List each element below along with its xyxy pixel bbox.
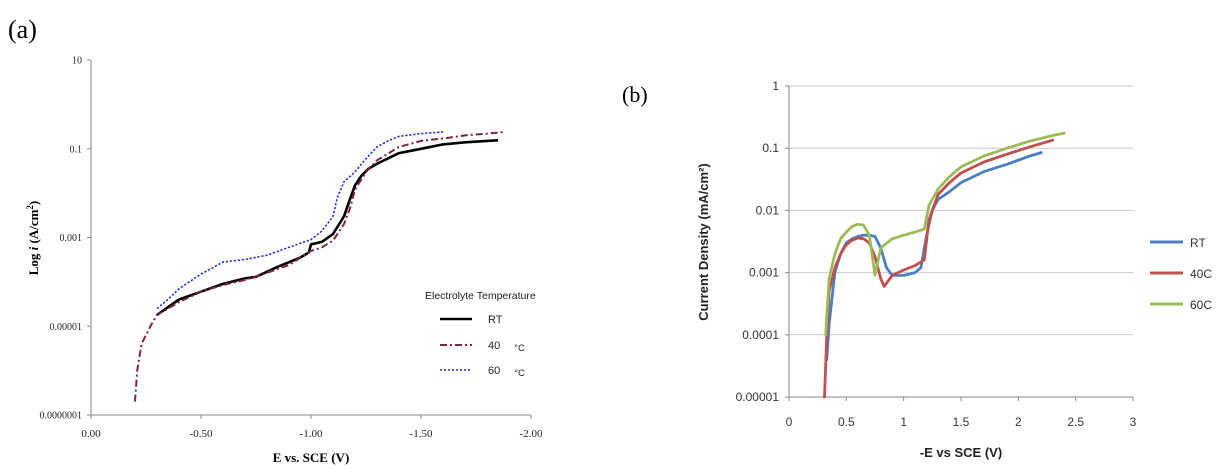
panel-a-label: (a) [8,15,37,44]
chart-b-ticks: 0.00001 0.0001 0.001 0.01 0.1 1 0 0.5 1 1.5 2 2.5 3 [736,79,1137,429]
chart-a-x-tick-label: -1.00 [300,428,323,440]
chart-b-x-tick-label: 3 [1130,415,1137,429]
chart-a-series-line-1 [134,130,505,402]
chart-a-legend: Electrolyte Temperature RT 40 °C 60 °C [425,290,536,379]
chart-b-y-tick-label: 0.001 [749,266,779,280]
chart-b-series-line-2 [824,131,1066,337]
chart-a-y-title-close: ) [26,201,41,205]
chart-b-series-line-1 [823,138,1055,399]
chart-a-y-tick-label: 0.0000001 [40,411,83,422]
chart-a-x-tick-label: -1.50 [410,428,433,440]
chart-a-y-tick-label: 0.001 [60,233,83,244]
chart-b-legend-label-2: 60C [1190,298,1212,312]
chart-a-series-group [134,130,505,402]
chart-a-y-title-sup: 2 [25,205,35,210]
chart-b-x-title: -E vs SCE (V) [920,445,1002,460]
chart-a-x-title: E vs. SCE (V) [273,450,350,465]
chart-a-x-tick-label: -2.00 [520,428,543,440]
chart-a: 0.0000001 0.00001 0.001 0.1 10 0.00 -0.50 -1.00… [25,56,543,466]
chart-b-x-tick-label: 2 [1015,415,1022,429]
legend-label-60c: 60 °C [488,365,525,379]
chart-a-y-tick-label: 0.1 [70,144,83,155]
chart-b-grid [789,85,1133,336]
chart-a-series-line-0 [156,139,499,316]
legend-label-40c-value: 40 [488,340,500,352]
chart-b-series-line-0 [825,151,1043,362]
chart-a-y-title-unit: (A/cm [26,209,41,246]
chart-a-y-tick-label: 0.00001 [50,322,83,333]
chart-b-y-tick-label: 0.0001 [742,328,779,342]
chart-b-x-tick-label: 1 [900,415,907,429]
chart-b-y-tick-label: 0.1 [762,141,779,155]
chart-a-legend-title: Electrolyte Temperature [425,290,536,302]
chart-b-y-title: Current Density (mA/cm²) [696,163,711,320]
chart-b-x-tick-label: 0 [786,415,793,429]
chart-b-y-tick-label: 0.00001 [736,390,780,404]
chart-b-legend-label-1: 40C [1190,267,1212,281]
chart-b-legend: RT 40C 60C [1150,236,1212,312]
legend-label-60c-unit: °C [514,368,525,379]
legend-label-40c-unit: °C [514,343,525,354]
chart-b-x-tick-label: 0.5 [838,415,855,429]
chart-b-x-tick-label: 2.5 [1067,415,1084,429]
chart-a-x-tick-label: -0.50 [190,428,213,440]
chart-b-legend-label-0: RT [1190,236,1206,250]
chart-b-y-tick-label: 0.01 [756,203,780,217]
chart-b-x-tick-label: 1.5 [953,415,970,429]
chart-a-y-tick-label: 10 [72,56,82,67]
panel-b-label: (b) [622,82,648,107]
legend-label-rt: RT [488,314,503,326]
legend-label-40c: 40 °C [488,340,525,354]
chart-a-ticks: 0.0000001 0.00001 0.001 0.1 10 0.00 -0.50 -1.00… [40,56,543,441]
chart-b-y-tick-label: 1 [772,79,779,93]
chart-a-y-title-italic: i [26,246,41,250]
chart-a-x-tick-label: 0.00 [81,428,101,440]
chart-a-y-title-prefix: Log [26,250,41,275]
chart-a-y-title: Log i (A/cm2) [25,201,41,276]
legend-label-60c-value: 60 [488,365,500,377]
chart-b-series-group [823,131,1066,399]
chart-a-series-line-2 [156,131,444,310]
